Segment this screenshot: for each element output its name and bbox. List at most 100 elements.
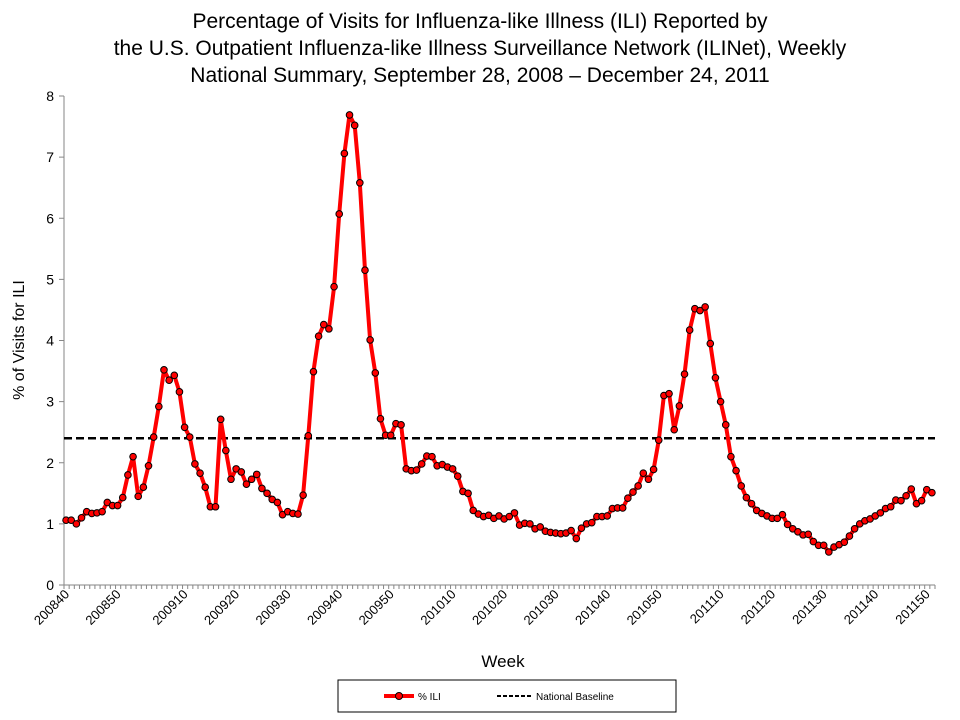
ili-point xyxy=(716,397,725,406)
ili-point xyxy=(809,537,818,546)
ili-point xyxy=(732,466,740,475)
legend: % ILI National Baseline xyxy=(337,679,677,713)
ili-point xyxy=(242,480,251,488)
ili-point xyxy=(624,494,632,503)
y-axis-label: % of Visits for ILI xyxy=(11,280,28,400)
ili-point xyxy=(675,402,684,410)
ili-point xyxy=(273,498,282,507)
x-tick-label: 200950 xyxy=(356,587,397,628)
ili-point xyxy=(665,389,673,398)
ili-point xyxy=(155,402,163,411)
ili-point xyxy=(412,466,421,474)
x-tick-label: 200930 xyxy=(253,587,294,628)
ili-point xyxy=(340,149,349,158)
ili-point xyxy=(98,507,106,516)
y-tick-label: 6 xyxy=(46,210,54,226)
ili-point xyxy=(448,465,457,473)
title-line-2: the U.S. Outpatient Influenza-like Illne… xyxy=(113,37,847,60)
x-tick-label: 200920 xyxy=(201,587,242,628)
ili-point xyxy=(361,266,369,275)
ili-point xyxy=(825,548,833,556)
ili-point xyxy=(469,506,478,515)
ili-point xyxy=(124,471,132,479)
x-tick-label: 201110 xyxy=(687,587,727,627)
y-tick-label: 4 xyxy=(46,333,54,349)
ili-point xyxy=(742,493,751,502)
ili-point xyxy=(917,496,926,505)
ili-point xyxy=(299,491,307,499)
ili-point xyxy=(536,523,545,531)
ili-point xyxy=(160,366,168,374)
ili-point xyxy=(453,472,462,480)
ili-point xyxy=(685,326,694,334)
x-tick-label: 201130 xyxy=(789,587,830,628)
ili-point xyxy=(356,178,364,187)
ili-point xyxy=(876,509,885,517)
ili-point xyxy=(180,423,189,432)
x-tick-label: 200940 xyxy=(304,587,345,628)
ili-point xyxy=(840,538,849,547)
ili-point xyxy=(129,452,137,461)
ili-point xyxy=(572,534,581,543)
x-tick-label: 201040 xyxy=(572,587,613,628)
ili-point xyxy=(680,370,689,378)
ili-point xyxy=(222,446,230,455)
y-tick-label: 2 xyxy=(46,455,54,471)
ili-point xyxy=(201,483,210,492)
title-line-1: Percentage of Visits for Influenza-like … xyxy=(192,10,768,33)
ili-point xyxy=(304,432,313,440)
ili-point xyxy=(77,513,86,522)
ili-point xyxy=(510,509,519,517)
ili-point xyxy=(706,339,715,348)
ili-point xyxy=(67,516,76,525)
ili-point xyxy=(330,282,338,291)
y-tick-label: 5 xyxy=(46,271,54,287)
ili-point xyxy=(850,524,859,533)
x-tick-label: 201010 xyxy=(417,587,458,628)
ili-point xyxy=(386,431,395,440)
ili-point xyxy=(845,532,854,540)
ili-point xyxy=(252,470,261,479)
ili-point xyxy=(897,496,905,505)
x-tick-label: 200850 xyxy=(82,587,123,628)
ili-point xyxy=(371,369,380,377)
ili-point xyxy=(773,514,782,523)
x-axis-label: Week xyxy=(481,652,525,671)
ili-point xyxy=(72,520,81,528)
x-tick-label: 201020 xyxy=(469,587,510,628)
ili-point xyxy=(134,492,143,501)
ili-point xyxy=(649,465,658,474)
ili-series xyxy=(62,111,936,556)
ili-point xyxy=(670,425,679,434)
title-line-3: National Summary, September 28, 2008 – D… xyxy=(190,64,770,87)
x-tick-label: 200910 xyxy=(149,587,190,628)
ili-point xyxy=(139,483,148,492)
ili-point xyxy=(907,485,916,493)
ili-point xyxy=(149,433,158,441)
ili-point xyxy=(696,306,704,315)
ili-point xyxy=(211,502,220,511)
legend-baseline-label: National Baseline xyxy=(536,692,614,703)
ili-point xyxy=(294,510,302,518)
ili-point xyxy=(397,421,405,429)
ili-point xyxy=(165,376,173,385)
ili-point xyxy=(263,489,271,498)
chart-title: Percentage of Visits for Influenza-like … xyxy=(0,8,960,89)
ili-point xyxy=(366,336,374,344)
ili-point xyxy=(350,121,359,130)
ili-point xyxy=(113,501,122,510)
ili-point xyxy=(319,320,328,329)
ili-point xyxy=(902,491,910,500)
ili-point xyxy=(526,520,534,528)
ili-point xyxy=(747,499,756,508)
ili-point xyxy=(629,488,637,496)
y-tick-label: 0 xyxy=(46,577,54,593)
ili-point xyxy=(118,493,127,502)
ili-point xyxy=(721,421,730,429)
ili-point xyxy=(783,520,792,529)
ili-point xyxy=(618,504,627,512)
ili-point xyxy=(778,510,787,519)
ili-point xyxy=(428,452,436,461)
